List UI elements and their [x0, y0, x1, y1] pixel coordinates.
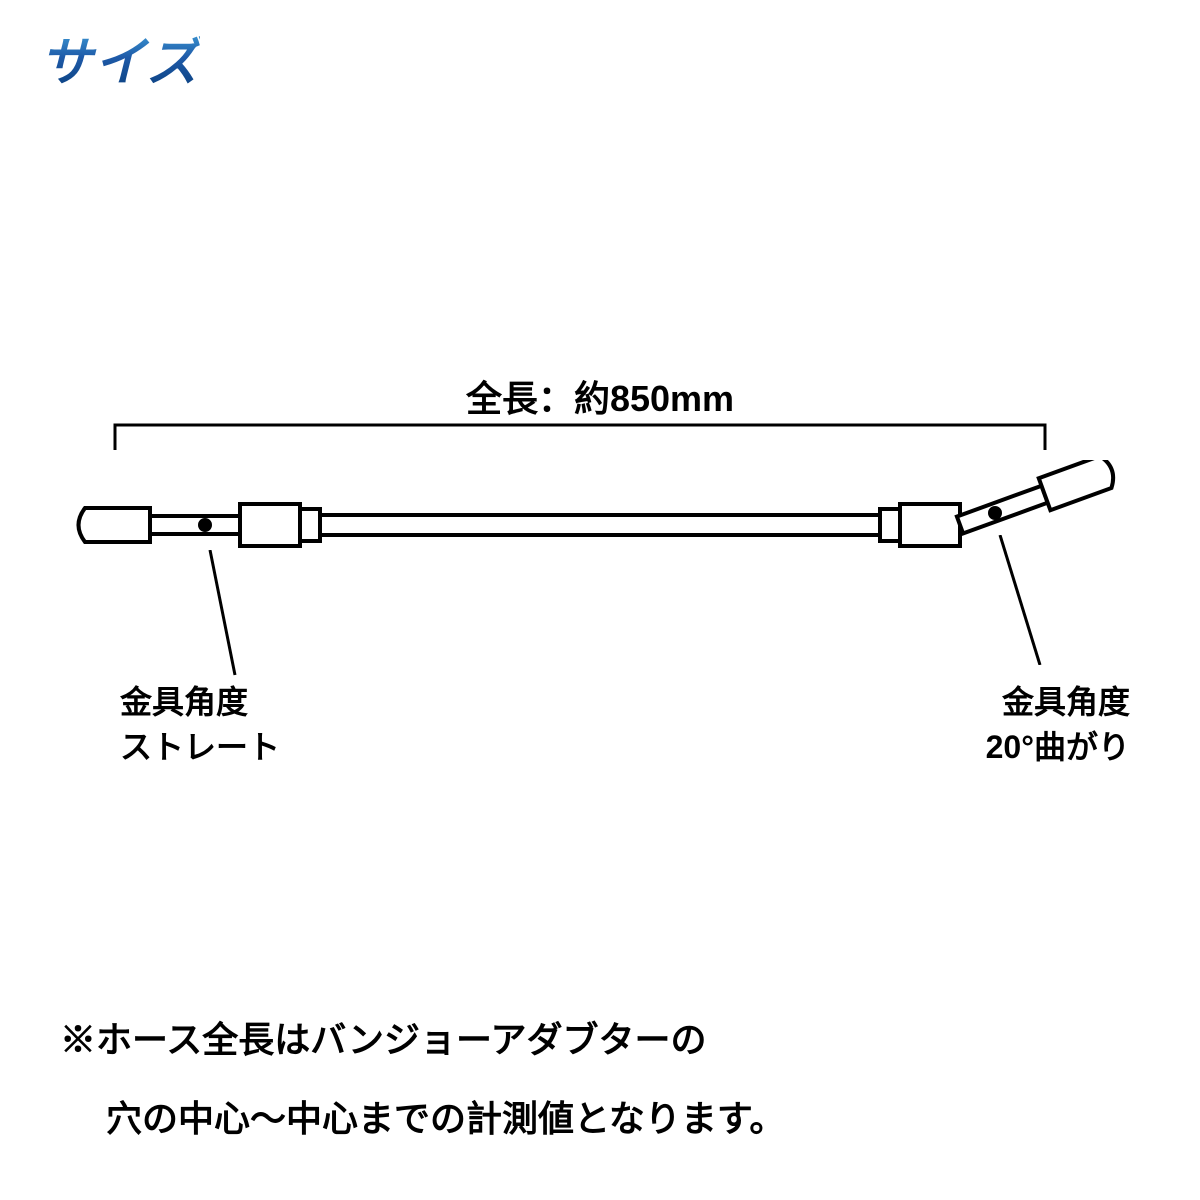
left-fitting-annotation: 金具角度 ストレート	[120, 680, 280, 770]
right-fitting-annotation: 金具角度 20°曲がり	[986, 680, 1130, 770]
dimension-bracket	[110, 420, 1050, 450]
left-annotation-line1: 金具角度	[120, 684, 248, 720]
page-title: サイズ	[40, 20, 200, 95]
right-annotation-line1: 金具角度	[1002, 684, 1130, 720]
right-annotation-line2: 20°曲がり	[986, 729, 1130, 765]
leader-line-right	[990, 535, 1050, 665]
leader-line-left	[205, 550, 245, 680]
left-annotation-line2: ストレート	[120, 729, 280, 765]
footnote: ※ホース全長はバンジョーアダブターの 穴の中心〜中心までの計測値となります。	[60, 1000, 785, 1158]
dimension-label: 全長：約850mm	[60, 370, 1140, 422]
footnote-line2: 穴の中心〜中心までの計測値となります。	[60, 1098, 785, 1139]
footnote-line1: ※ホース全長はバンジョーアダブターの	[60, 1019, 707, 1060]
